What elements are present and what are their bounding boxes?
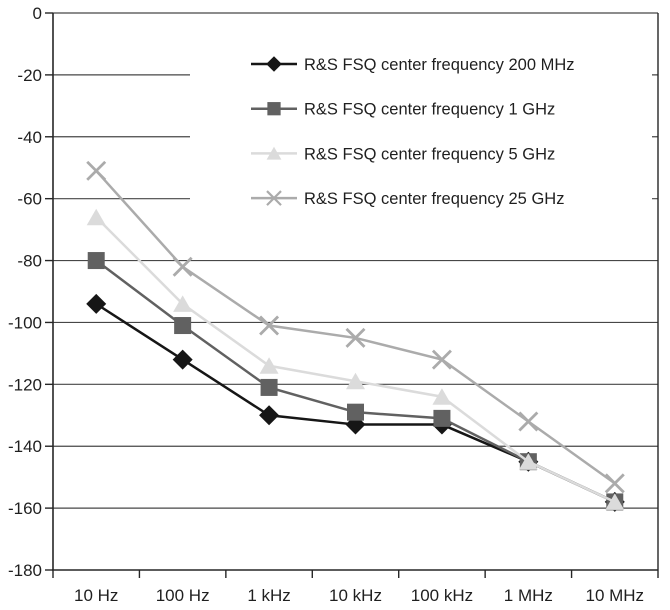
data-point-triangle-3 [346,372,365,390]
data-point-x-0 [86,160,107,181]
data-point-diamond-1 [172,349,193,370]
data-point-x-4 [431,349,452,370]
data-point-square-3 [347,403,364,421]
legend-background [190,24,652,215]
data-point-x-3 [345,327,366,348]
data-point-diamond-2 [259,405,280,426]
y-tick-label: 0 [33,4,42,23]
legend-x-marker-icon [266,190,282,206]
legend-square-marker-icon [267,102,281,116]
data-point-x-6 [604,473,625,494]
y-tick-label: -60 [17,190,42,209]
data-point-triangle-2 [259,357,279,374]
legend-label: R&S FSQ center frequency 200 MHz [304,56,575,74]
y-tick-label: -120 [8,375,42,394]
legend-label: R&S FSQ center frequency 25 GHz [304,190,564,208]
legend-label: R&S FSQ center frequency 5 GHz [304,145,555,163]
x-tick-label: 100 kHz [411,586,473,605]
data-point-triangle-6 [605,493,625,510]
x-tick-label: 100 Hz [156,586,210,605]
data-point-square-1 [174,317,192,335]
data-point-x-2 [259,315,280,336]
series-triangle [86,208,625,510]
data-point-triangle-5 [518,453,538,470]
x-tick-label: 10 MHz [585,586,644,605]
data-point-square-2 [260,378,278,396]
series-line [95,302,616,504]
y-tick-label: -100 [8,313,42,332]
series-x [86,160,625,494]
y-tick-label: -180 [8,561,42,580]
series-diamond [86,293,625,512]
data-point-square-0 [87,252,105,270]
y-tick-label: -140 [8,437,42,456]
y-tick-label: -20 [17,66,42,85]
y-tick-label: -160 [8,499,42,518]
x-tick-label: 10 kHz [329,586,382,605]
x-tick-label: 10 Hz [74,586,118,605]
y-tick-label: -80 [17,252,42,271]
legend-diamond-marker-icon [266,56,282,72]
legend-triangle-marker-icon [266,146,282,160]
legend-label: R&S FSQ center frequency 1 GHz [304,101,555,119]
x-tick-label: 1 kHz [247,586,290,605]
legend: R&S FSQ center frequency 200 MHz R&S FSQ … [251,56,575,208]
x-tick-label: 1 MHz [504,586,553,605]
data-point-square-4 [433,409,451,427]
data-point-triangle-1 [173,295,193,312]
data-point-triangle-0 [86,208,106,226]
y-tick-label: -40 [17,128,42,147]
data-point-x-5 [518,411,539,432]
data-point-diamond-0 [86,293,107,314]
data-point-triangle-4 [432,388,452,405]
series-line [95,169,616,485]
data-point-x-1 [172,256,193,277]
